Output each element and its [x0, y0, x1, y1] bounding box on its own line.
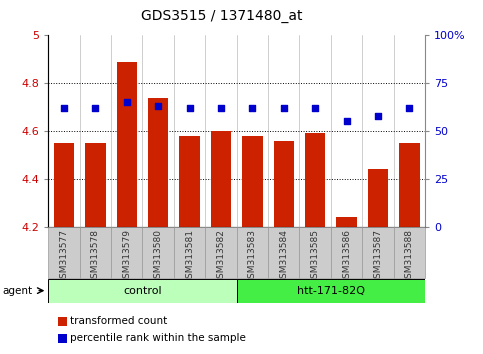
Text: GSM313587: GSM313587: [373, 229, 383, 284]
Text: GSM313579: GSM313579: [122, 229, 131, 284]
Bar: [85, 143, 106, 227]
Text: GDS3515 / 1371480_at: GDS3515 / 1371480_at: [142, 9, 303, 23]
Bar: [268, 227, 299, 278]
Point: [312, 105, 319, 111]
Bar: [211, 131, 231, 227]
Bar: [148, 97, 169, 227]
Text: GSM313582: GSM313582: [216, 229, 226, 284]
Text: agent: agent: [2, 286, 32, 296]
Text: GSM313585: GSM313585: [311, 229, 320, 284]
Point: [186, 105, 194, 111]
Bar: [205, 227, 237, 278]
Bar: [273, 141, 294, 227]
Text: transformed count: transformed count: [70, 316, 167, 326]
Text: GSM313583: GSM313583: [248, 229, 257, 284]
Point: [123, 99, 131, 105]
Bar: [111, 227, 142, 278]
Bar: [237, 227, 268, 278]
Text: GSM313577: GSM313577: [59, 229, 69, 284]
Bar: [399, 143, 420, 227]
Text: GSM313586: GSM313586: [342, 229, 351, 284]
Point: [155, 103, 162, 109]
Bar: [80, 227, 111, 278]
Bar: [116, 62, 137, 227]
Bar: [368, 169, 388, 227]
Text: GSM313581: GSM313581: [185, 229, 194, 284]
Point: [406, 105, 413, 111]
Bar: [48, 279, 237, 303]
Text: htt-171-82Q: htt-171-82Q: [297, 286, 365, 296]
Bar: [362, 227, 394, 278]
Text: GSM313588: GSM313588: [405, 229, 414, 284]
Bar: [299, 227, 331, 278]
Text: control: control: [123, 286, 162, 296]
Text: GSM313584: GSM313584: [279, 229, 288, 284]
Point: [249, 105, 256, 111]
Bar: [142, 227, 174, 278]
Bar: [394, 227, 425, 278]
Point: [217, 105, 225, 111]
Point: [60, 105, 68, 111]
Bar: [336, 217, 357, 227]
Bar: [331, 227, 362, 278]
Bar: [237, 279, 425, 303]
Point: [343, 119, 351, 124]
Bar: [305, 133, 326, 227]
Point: [280, 105, 288, 111]
Point: [92, 105, 99, 111]
Point: [374, 113, 382, 119]
Bar: [242, 136, 263, 227]
Text: percentile rank within the sample: percentile rank within the sample: [70, 333, 246, 343]
Bar: [54, 143, 74, 227]
Bar: [48, 227, 80, 278]
Text: GSM313578: GSM313578: [91, 229, 100, 284]
Text: GSM313580: GSM313580: [154, 229, 163, 284]
Bar: [174, 227, 205, 278]
Bar: [179, 136, 200, 227]
